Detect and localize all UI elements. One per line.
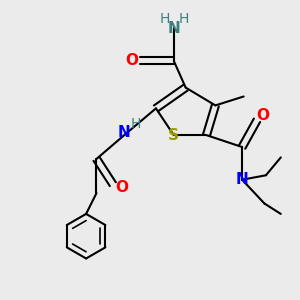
Text: N: N [167, 21, 180, 36]
Text: H: H [179, 12, 189, 26]
Text: O: O [256, 108, 269, 123]
Text: N: N [236, 172, 248, 187]
Text: N: N [118, 125, 130, 140]
Text: O: O [126, 53, 139, 68]
Text: O: O [115, 180, 128, 195]
Text: S: S [168, 128, 179, 142]
Text: H: H [131, 117, 141, 131]
Text: H: H [160, 12, 170, 26]
